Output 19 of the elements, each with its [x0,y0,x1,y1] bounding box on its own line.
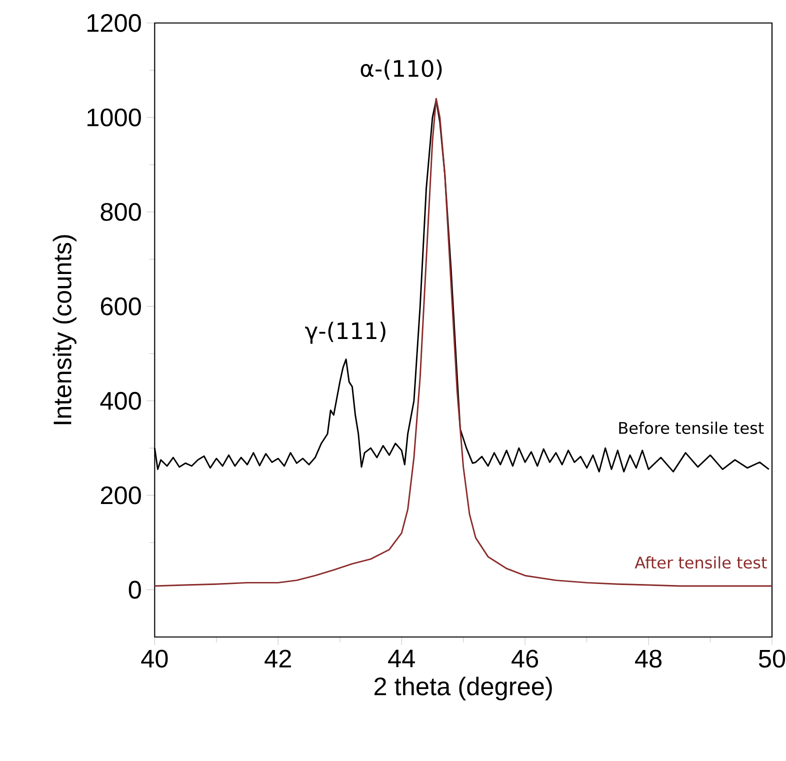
annotation: γ-(111) [305,322,386,344]
y-tick-label: 400 [100,392,141,410]
x-tick-label: 46 [512,650,538,668]
x-tick-label: 44 [388,650,415,668]
y-tick-label: 0 [128,580,141,599]
x-tick-label: 40 [141,650,168,668]
y-tick-label: 1200 [88,14,141,32]
y-tick-label: 600 [100,297,141,316]
x-tick-label: 50 [758,650,786,668]
series-label: After tensile test [634,556,767,569]
y-tick-label: 800 [100,202,141,221]
x-axis-title: 2 theta (degree) [374,676,552,700]
y-axis-title: Intensity (counts) [52,235,76,424]
y-tick-label: 200 [100,486,141,504]
x-tick-label: 48 [635,650,662,668]
y-tick-label: 1000 [88,108,141,126]
x-tick-label: 42 [264,650,291,668]
annotation: α-(110) [360,59,442,80]
series-label: Before tensile test [619,422,764,434]
